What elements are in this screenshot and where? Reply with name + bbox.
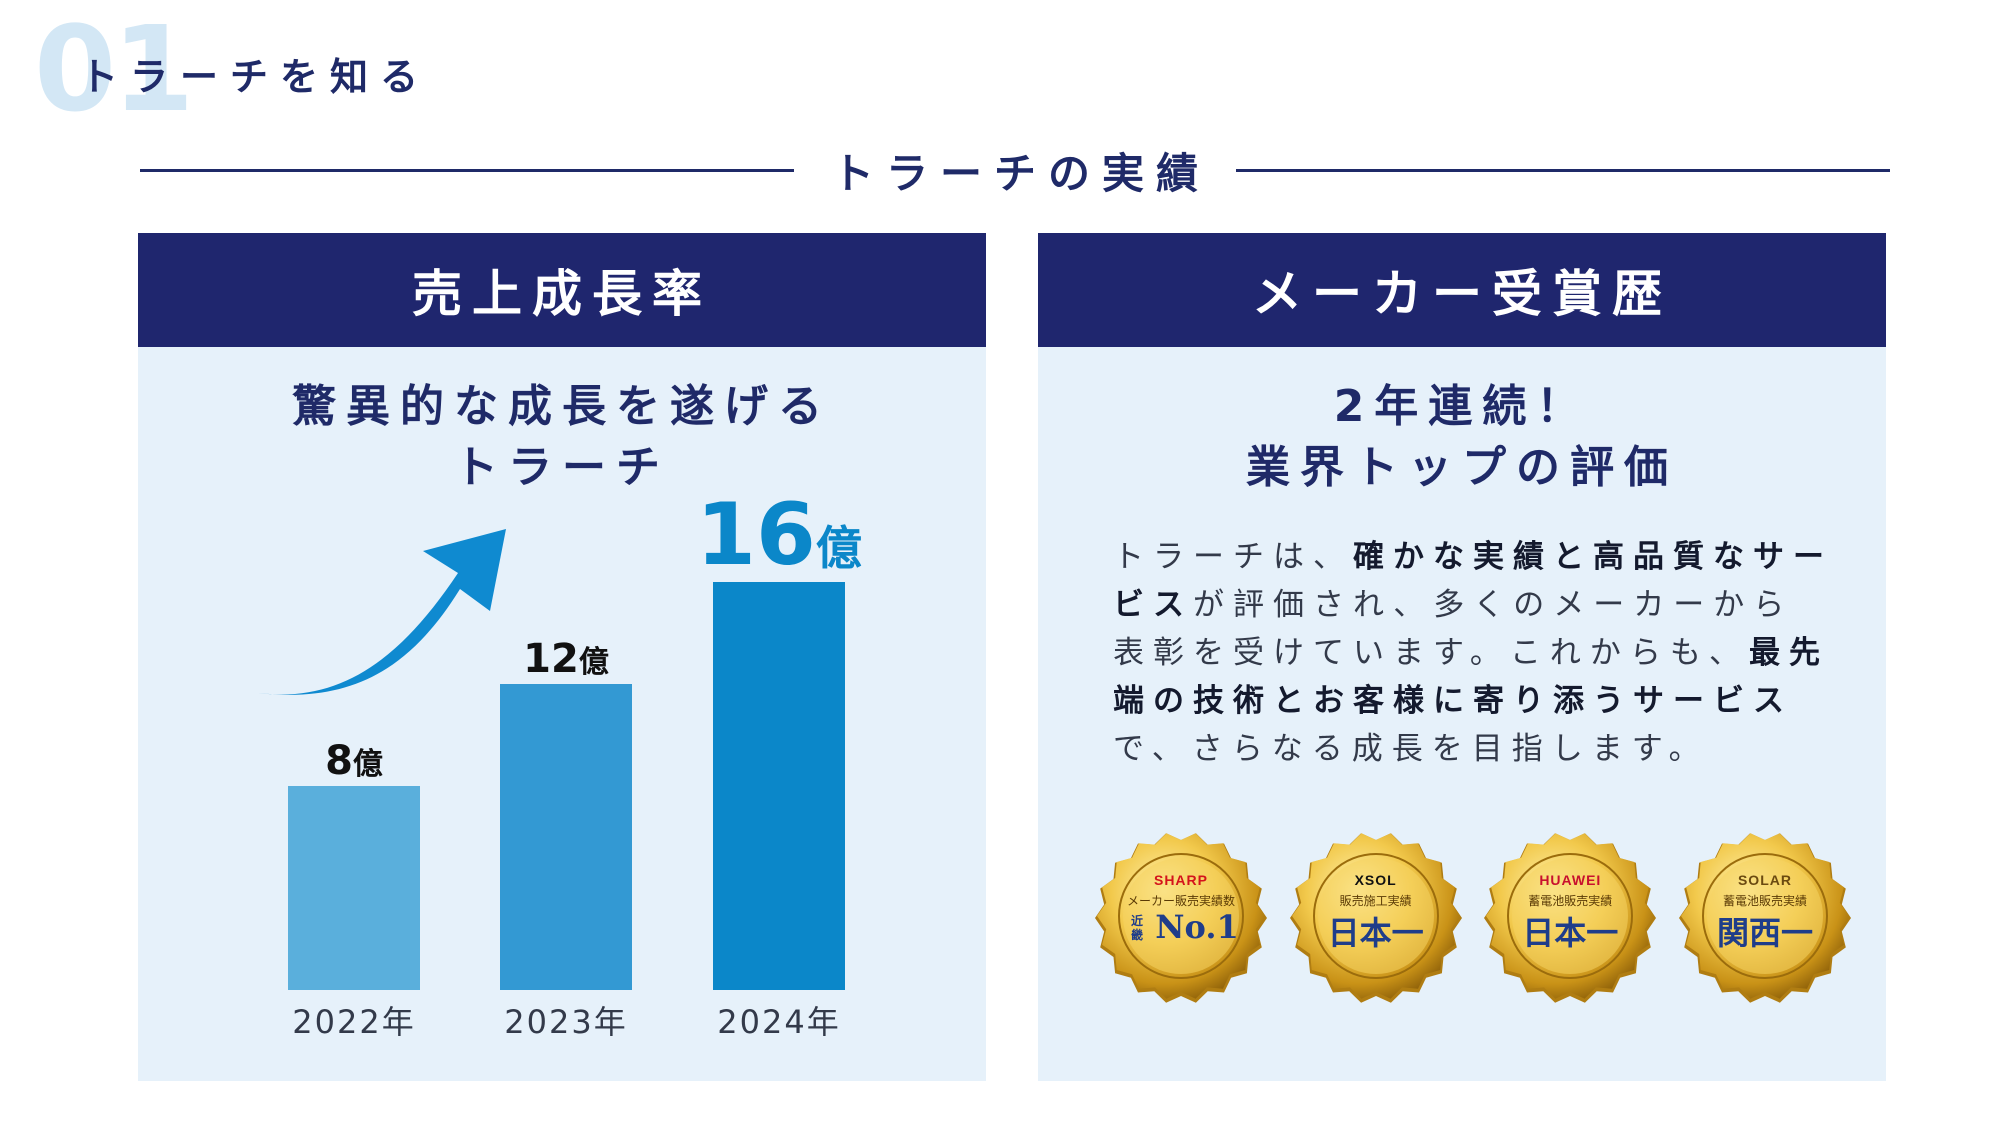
- award-badge: 近畿 SHARP メーカー販売実績数 No.1: [1093, 828, 1269, 1004]
- value-label: 12億: [523, 636, 609, 682]
- awards-description-segment: 確かな実績と高品質なサービス: [1113, 539, 1833, 623]
- sales-subtitle-line1: 驚異的な成長を遂げる: [292, 381, 832, 432]
- heading-rule-left: [140, 168, 794, 172]
- x-tick-label: 2024年: [717, 1003, 840, 1041]
- badge-rank: 日本一: [1327, 914, 1424, 952]
- badge-caption: 蓄電池販売実績: [1722, 894, 1807, 908]
- award-badge: SOLAR 蓄電池販売実績関西一: [1677, 828, 1853, 1004]
- x-tick-label: 2022年: [292, 1003, 415, 1041]
- badge-caption: 販売施工実績: [1339, 894, 1412, 908]
- section-number: 01: [34, 0, 194, 138]
- main-heading-text: トラーチの実績: [832, 148, 1211, 198]
- awards-subtitle-line2: 業界トップの評価: [1246, 442, 1678, 493]
- badge-brand: SOLAR: [1737, 872, 1792, 888]
- gold-medal-icon: [1484, 833, 1657, 1003]
- section-title: トラーチを知る: [80, 55, 431, 99]
- awards-subtitle-line1: 2年連続！: [1333, 381, 1591, 432]
- main-heading: トラーチの実績: [140, 140, 1891, 200]
- bar-2024年: [713, 582, 845, 990]
- awards-description-segment: が評価され、多くのメーカーから表彰を受けています。これからも、: [1113, 587, 1794, 671]
- growth-arrow-icon: [258, 529, 506, 695]
- awards-description-segment: トラーチは、: [1113, 539, 1353, 575]
- gold-medal-icon: [1678, 833, 1851, 1003]
- award-badge: XSOL 販売施工実績日本一: [1288, 828, 1464, 1004]
- awards-description-segment: で、さらなる成長を目指します。: [1113, 731, 1709, 767]
- badge-brand: SHARP: [1153, 872, 1208, 888]
- x-tick-label: 2023年: [504, 1003, 627, 1041]
- sales-growth-panel: 売上成長率 驚異的な成長を遂げる トラーチ 2022年 8億 2023年 12億 202…: [138, 233, 986, 1081]
- bar-2023年: [500, 684, 632, 990]
- badge-rank: 関西一: [1716, 914, 1813, 952]
- badge-caption: 蓄電池販売実績: [1528, 894, 1613, 908]
- gold-medal-icon: [1289, 833, 1462, 1003]
- awards-description-segment: 最先端の技術とお客様に寄り添うサービス: [1113, 635, 1829, 719]
- gold-medal-icon: [1095, 833, 1267, 1003]
- sales-growth-title: 売上成長率: [138, 233, 986, 347]
- value-label: 16億: [696, 485, 862, 585]
- badge-caption: メーカー販売実績数: [1126, 894, 1235, 908]
- awards-title: メーカー受賞歴: [1038, 233, 1886, 347]
- awards-description: トラーチは、確かな実績と高品質なサービスが評価され、多くのメーカーから表彰を受け…: [1113, 533, 1833, 773]
- badge-brand: XSOL: [1354, 872, 1397, 888]
- badge-region: 近畿: [1131, 914, 1144, 942]
- sales-subtitle-line2: トラーチ: [454, 442, 670, 493]
- badge-rank: No.1: [1155, 908, 1239, 946]
- sales-bar-chart: 2022年 8億 2023年 12億 2024年 16億: [258, 485, 862, 1041]
- badge-brand: HUAWEI: [1539, 872, 1602, 888]
- award-badges: 近畿 SHARP メーカー販売実績数 No.1 XSOL 販売施工実績日本一 HUAWEI 蓄…: [1093, 828, 1853, 1018]
- awards-panel: メーカー受賞歴 2年連続！ 業界トップの評価 トラーチは、確かな実績と高品質なサ…: [1038, 233, 1886, 1081]
- badge-rank: 日本一: [1522, 914, 1619, 952]
- value-label: 8億: [325, 738, 383, 784]
- bar-2022年: [288, 786, 420, 990]
- heading-rule-right: [1236, 168, 1891, 172]
- award-badge: HUAWEI 蓄電池販売実績日本一: [1482, 828, 1658, 1004]
